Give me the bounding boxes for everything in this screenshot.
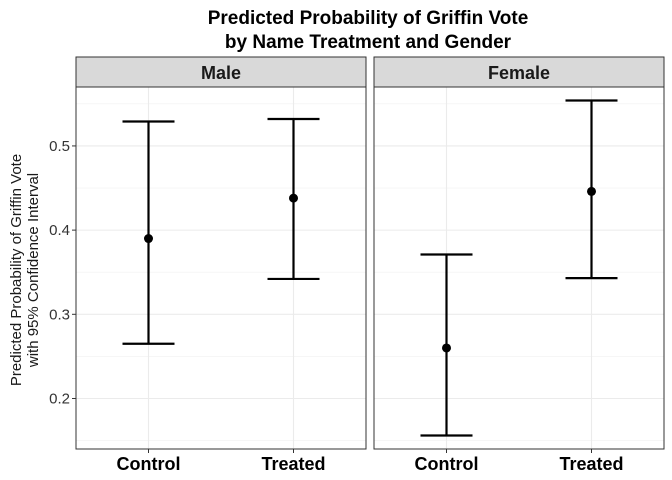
- error-bar-female-treated: [565, 99, 618, 280]
- y-tick-label: 0.4: [49, 222, 70, 239]
- x-tick-label: Treated: [559, 454, 623, 474]
- facet-panel-female: Female Control Treated: [373, 56, 665, 474]
- y-axis-label-line1: Predicted Probability of Griffin Vote: [8, 154, 25, 386]
- x-tick-label: Control: [117, 454, 181, 474]
- x-tick-label: Control: [415, 454, 479, 474]
- facet-panels: Male Control Treated Female Control Treated: [75, 56, 665, 474]
- y-axis-label-line2: with 95% Confidence Interval: [25, 173, 42, 368]
- chart-title-line2: by Name Treatment and Gender: [225, 32, 512, 53]
- point-estimate: [144, 234, 153, 244]
- y-tick-label: 0.5: [49, 138, 70, 155]
- point-estimate: [442, 343, 451, 353]
- point-estimate: [289, 193, 298, 203]
- x-tick-label: Treated: [261, 454, 325, 474]
- y-tick-label: 0.3: [49, 306, 70, 323]
- y-axis: 0.2 0.3 0.4 0.5: [49, 138, 76, 407]
- facet-panel-male: Male Control Treated: [75, 56, 367, 474]
- error-bar-male-control: [122, 120, 175, 345]
- point-estimate: [587, 186, 596, 196]
- plot-background: [76, 87, 366, 449]
- facet-strip-label: Female: [488, 63, 550, 83]
- error-bar-male-treated: [267, 117, 320, 281]
- panel-border: [373, 86, 665, 450]
- panel-border: [75, 86, 367, 450]
- plot-background: [374, 87, 664, 449]
- facet-strip: [75, 56, 367, 88]
- error-bar-female-control: [420, 253, 473, 437]
- y-tick-label: 0.2: [49, 390, 70, 407]
- chart-title-line1: Predicted Probability of Griffin Vote: [208, 8, 529, 29]
- facet-strip-label: Male: [201, 63, 241, 83]
- facet-strip: [373, 56, 665, 88]
